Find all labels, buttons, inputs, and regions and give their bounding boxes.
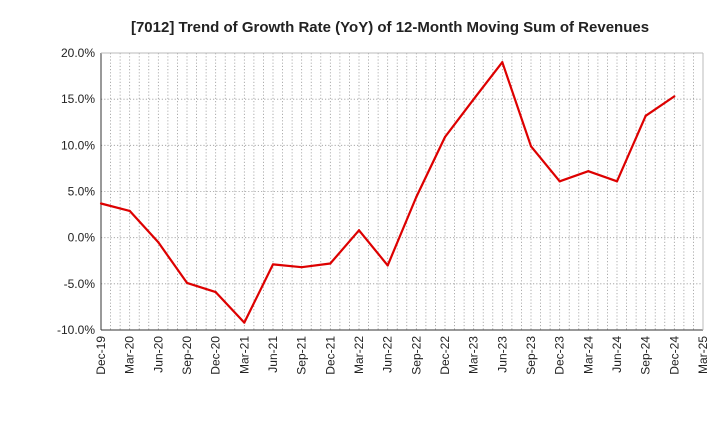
- data-point: [128, 209, 131, 212]
- x-tick-label: Sep-21: [295, 336, 309, 375]
- y-tick-label: 5.0%: [68, 185, 96, 199]
- x-tick-label: Jun-21: [266, 336, 280, 373]
- data-point: [415, 195, 418, 199]
- data-point: [443, 135, 447, 139]
- x-tick-label: Sep-22: [409, 336, 423, 375]
- y-tick-label: 15.0%: [61, 92, 95, 106]
- data-point: [271, 263, 275, 266]
- x-tick-label: Mar-24: [581, 336, 595, 374]
- data-point: [357, 229, 361, 232]
- x-tick-label: Jun-23: [495, 336, 509, 373]
- data-point: [472, 98, 475, 101]
- grid: [100, 52, 704, 331]
- x-tick-label: Sep-23: [524, 336, 538, 375]
- axes: [100, 52, 704, 331]
- x-tick-label: Dec-23: [553, 336, 567, 375]
- x-axis-tick-labels: Dec-19 Mar-20 Jun-20 Sep-20 Dec-20 Mar-21 Jun-…: [94, 336, 710, 375]
- x-tick-label: Mar-21: [237, 336, 251, 374]
- x-tick-label: Dec-22: [438, 336, 452, 375]
- data-point: [673, 95, 676, 98]
- data-point: [644, 114, 647, 117]
- y-axis-tick-labels: 20.0% 15.0% 10.0% 5.0% 0.0% -5.0% -10.0%: [57, 46, 95, 337]
- y-tick-label: 10.0%: [61, 138, 95, 152]
- x-tick-label: Sep-24: [639, 336, 653, 375]
- data-point: [214, 291, 217, 294]
- x-tick-label: Dec-19: [94, 336, 108, 375]
- x-tick-label: Dec-20: [209, 336, 223, 375]
- data-point: [157, 241, 160, 244]
- data-point: [615, 180, 619, 183]
- y-tick-label: 20.0%: [61, 46, 95, 60]
- x-tick-label: Mar-23: [467, 336, 481, 374]
- y-tick-label: 0.0%: [68, 231, 96, 245]
- x-tick-label: Jun-24: [610, 336, 624, 373]
- chart-title: [7012] Trend of Growth Rate (YoY) of 12-…: [131, 19, 649, 36]
- data-point: [243, 321, 246, 324]
- x-tick-label: Mar-22: [352, 336, 366, 374]
- y-tick-label: -5.0%: [64, 277, 96, 291]
- x-tick-label: Mar-25: [696, 336, 710, 374]
- data-point: [386, 264, 389, 267]
- y-tick-label: -10.0%: [57, 323, 95, 337]
- x-tick-label: Sep-20: [180, 336, 194, 375]
- x-tick-label: Dec-24: [667, 336, 681, 375]
- x-tick-label: Mar-20: [123, 336, 137, 374]
- data-point: [185, 281, 189, 285]
- data-point: [558, 180, 561, 183]
- data-point: [529, 145, 533, 148]
- data-point: [99, 202, 103, 205]
- series-layer: [99, 61, 676, 324]
- x-tick-label: Jun-20: [151, 336, 165, 373]
- data-point: [329, 262, 332, 265]
- data-point: [587, 170, 590, 173]
- x-tick-label: Jun-22: [381, 336, 395, 373]
- data-point: [501, 61, 504, 64]
- x-tick-label: Dec-21: [323, 336, 337, 375]
- data-point: [300, 266, 303, 269]
